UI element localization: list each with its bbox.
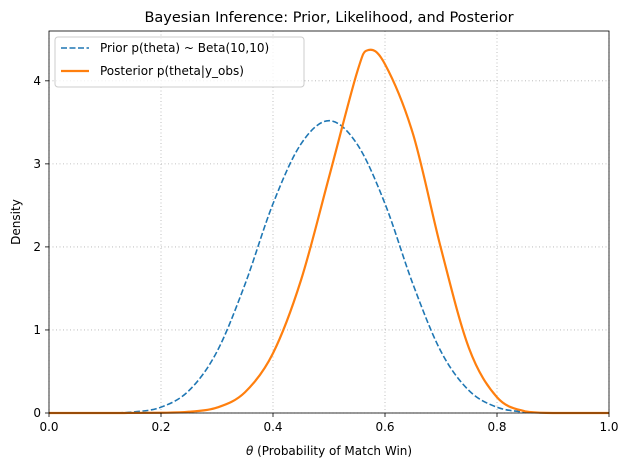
y-tick-label: 1 [33, 323, 41, 337]
axis-ticks: 0.0 0.2 0.4 0.6 0.8 1.0 0 1 2 3 4 [33, 74, 618, 434]
x-tick-label: 0.8 [487, 420, 506, 434]
plot-frame [48, 30, 610, 414]
x-axis-label-text: (Probability of Match Win) [253, 444, 412, 458]
x-tick-label: 0.6 [375, 420, 394, 434]
legend-label-posterior: Posterior p(theta|y_obs) [100, 64, 244, 78]
x-tick-label: 0.2 [151, 420, 170, 434]
legend-box [54, 36, 305, 88]
x-axis-label-symbol: θ [246, 444, 254, 458]
posterior-density-line [48, 48, 609, 415]
y-axis-label: Density [9, 199, 23, 245]
x-tick-label: 0.4 [263, 420, 282, 434]
chart-title: Bayesian Inference: Prior, Likelihood, a… [144, 10, 513, 26]
legend: Prior p(theta) ~ Beta(10,10) Posterior p… [54, 36, 305, 88]
series-lines [48, 48, 609, 415]
x-tick-label: 0.0 [39, 420, 58, 434]
y-tick-label: 3 [33, 157, 41, 171]
x-tick-label: 1.0 [599, 420, 618, 434]
x-axis-label: θ (Probability of Match Win) [246, 444, 412, 458]
prior-density-line [48, 119, 609, 414]
plot-area [49, 31, 609, 413]
legend-label-prior: Prior p(theta) ~ Beta(10,10) [100, 41, 269, 55]
y-tick-label: 2 [33, 240, 41, 254]
y-tick-label: 4 [33, 74, 41, 88]
y-tick-label: 0 [33, 406, 41, 420]
